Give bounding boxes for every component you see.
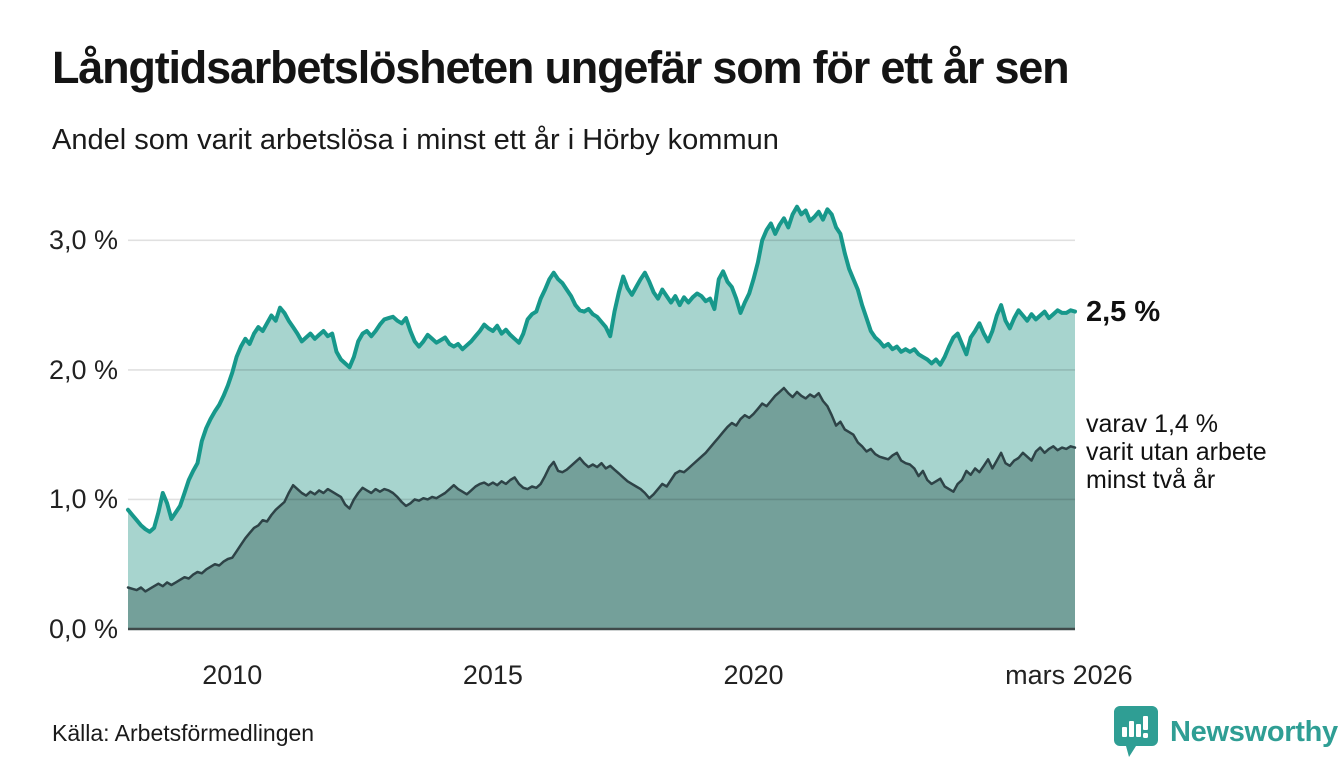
x-tick-label-2010: 2010	[202, 660, 263, 690]
y-tick-label-0: 0,0 %	[48, 614, 118, 644]
x-tick-label-mars-2026: mars 2026	[1005, 660, 1133, 690]
page-title: Långtidsarbetslösheten ungefär som för e…	[52, 42, 1070, 93]
y-tick-label-2: 2,0 %	[48, 354, 118, 385]
series2-annotation-line1: varav 1,4 %	[1086, 410, 1219, 438]
series2-annotation-line2: varit utan arbete	[1086, 438, 1267, 466]
newsworthy-logo: Newsworthy	[1112, 704, 1338, 760]
series2-annotation: varav 1,4 % varit utan arbete minst två …	[1086, 410, 1267, 494]
x-tick-label-2020: 2020	[723, 660, 784, 690]
chart-bubble-icon	[1114, 706, 1158, 757]
x-tick-label-2015: 2015	[462, 660, 523, 690]
source-note: Källa: Arbetsförmedlingen	[52, 720, 315, 746]
newsworthy-wordmark: Newsworthy	[1170, 716, 1338, 748]
y-tick-label-3: 3,0 %	[48, 225, 118, 256]
series1-end-value-label: 2,5 %	[1086, 295, 1161, 328]
chart-subtitle: Andel som varit arbetslösa i minst ett å…	[52, 124, 779, 156]
y-tick-label-1: 1,0 %	[48, 484, 118, 515]
series2-annotation-line3: minst två år	[1086, 466, 1216, 494]
